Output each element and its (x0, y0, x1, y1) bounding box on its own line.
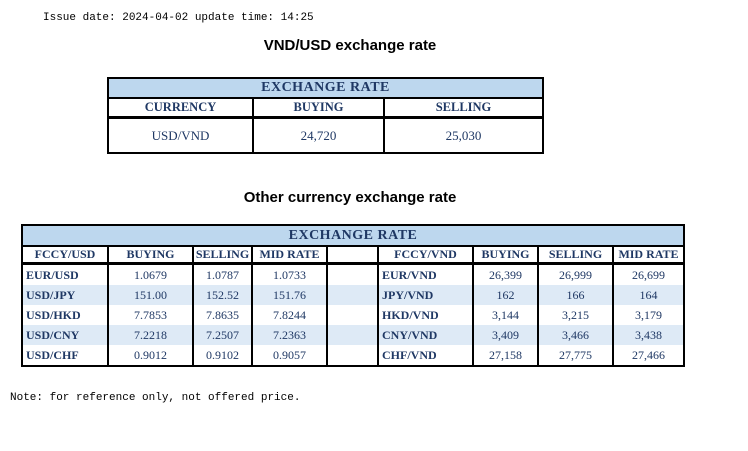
spacer-cell (326, 263, 379, 285)
rate-cell: 27,158 (472, 345, 539, 366)
spacer-cell (326, 345, 379, 366)
table-row: USD/CHF 0.9012 0.9102 0.9057 CHF/VND 27,158 27… (21, 345, 686, 366)
table-banner: EXCHANGE RATE (106, 77, 545, 99)
currency-pair-cell: CHF/VND (377, 345, 474, 366)
section-title-vnd-usd: VND/USD exchange rate (263, 37, 437, 54)
rate-cell: 7.2218 (107, 325, 194, 345)
column-header-row: FCCY/USD BUYING SELLING MID RATE FCCY/VN… (21, 245, 686, 265)
rate-cell: 152.52 (192, 285, 253, 305)
rate-cell: 27,775 (537, 345, 614, 366)
column-header-buying: BUYING (252, 97, 385, 119)
column-header-buying-left: BUYING (107, 245, 194, 265)
table-banner: EXCHANGE RATE (20, 224, 686, 247)
rate-cell: 3,466 (537, 325, 614, 345)
table-row: USD/CNY 7.2218 7.2507 7.2363 CNY/VND 3,409 3,4… (21, 325, 686, 345)
rate-cell: 3,409 (472, 325, 539, 345)
other-table-body: EUR/USD 1.0679 1.0787 1.0733 EUR/VND 26,399 26… (21, 263, 686, 366)
column-header-selling-left: SELLING (192, 245, 253, 265)
column-header-midrate-left: MID RATE (251, 245, 328, 265)
column-header-midrate-right: MID RATE (611, 245, 686, 265)
vnd-usd-exchange-table: EXCHANGE RATE CURRENCY BUYING SELLING US… (106, 77, 545, 154)
table-row: USD/JPY 151.00 152.52 151.76 JPY/VND 162 166 16… (21, 285, 686, 305)
table-row: EUR/USD 1.0679 1.0787 1.0733 EUR/VND 26,399 26… (21, 263, 686, 285)
rate-cell: 27,466 (611, 345, 686, 366)
column-header-fccy-usd: FCCY/USD (21, 245, 109, 265)
rate-cell: 7.8244 (251, 305, 328, 325)
currency-pair-cell: CNY/VND (377, 325, 474, 345)
rate-cell: 3,215 (537, 305, 614, 325)
column-header-fccy-vnd: FCCY/VND (377, 245, 474, 265)
column-header-currency: CURRENCY (107, 97, 254, 119)
table-banner-row: EXCHANGE RATE (106, 77, 545, 99)
currency-pair-cell: USD/HKD (21, 305, 109, 325)
rate-cell: 7.8635 (192, 305, 253, 325)
rate-cell: 164 (611, 285, 686, 305)
currency-pair-cell: USD/CHF (21, 345, 109, 366)
table-banner-row: EXCHANGE RATE (20, 224, 686, 247)
rate-cell: 7.2507 (192, 325, 253, 345)
currency-pair-cell: USD/VND (107, 116, 254, 154)
rate-cell: 3,144 (472, 305, 539, 325)
currency-pair-cell: USD/JPY (21, 285, 109, 305)
rate-cell: 1.0679 (107, 263, 194, 285)
rate-cell: 1.0733 (251, 263, 328, 285)
rate-cell: 26,699 (611, 263, 686, 285)
column-header-buying-right: BUYING (472, 245, 539, 265)
section-title-other: Other currency exchange rate (243, 189, 457, 206)
rate-cell: 1.0787 (192, 263, 253, 285)
spacer-cell (326, 285, 379, 305)
currency-pair-cell: USD/CNY (21, 325, 109, 345)
currency-pair-cell: HKD/VND (377, 305, 474, 325)
rate-cell: 3,179 (611, 305, 686, 325)
rate-cell: 26,399 (472, 263, 539, 285)
rate-cell: 7.2363 (251, 325, 328, 345)
rate-cell: 0.9102 (192, 345, 253, 366)
rate-cell: 162 (472, 285, 539, 305)
table-row: USD/VND 24,720 25,030 (107, 116, 545, 154)
other-currency-exchange-table: EXCHANGE RATE FCCY/USD BUYING SELLING MI… (20, 224, 686, 367)
currency-pair-cell: EUR/VND (377, 263, 474, 285)
rate-cell: 24,720 (252, 116, 385, 154)
issue-date-text: Issue date: 2024-04-02 update time: 14:2… (43, 12, 314, 24)
rate-cell: 3,438 (611, 325, 686, 345)
rate-cell: 166 (537, 285, 614, 305)
spacer-header-cell (326, 245, 379, 265)
rate-cell: 7.7853 (107, 305, 194, 325)
rate-cell: 151.00 (107, 285, 194, 305)
rate-cell: 25,030 (382, 116, 545, 154)
rate-cell: 0.9057 (251, 345, 328, 366)
column-header-selling-right: SELLING (537, 245, 614, 265)
currency-pair-cell: EUR/USD (21, 263, 109, 285)
column-header-selling: SELLING (382, 97, 545, 119)
rate-cell: 0.9012 (107, 345, 194, 366)
rate-cell: 26,999 (537, 263, 614, 285)
rate-cell: 151.76 (251, 285, 328, 305)
table-row: USD/HKD 7.7853 7.8635 7.8244 HKD/VND 3,144 3,2… (21, 305, 686, 325)
spacer-cell (326, 325, 379, 345)
spacer-cell (326, 305, 379, 325)
currency-pair-cell: JPY/VND (377, 285, 474, 305)
column-header-row: CURRENCY BUYING SELLING (107, 97, 545, 119)
note-text: Note: for reference only, not offered pr… (10, 392, 301, 404)
